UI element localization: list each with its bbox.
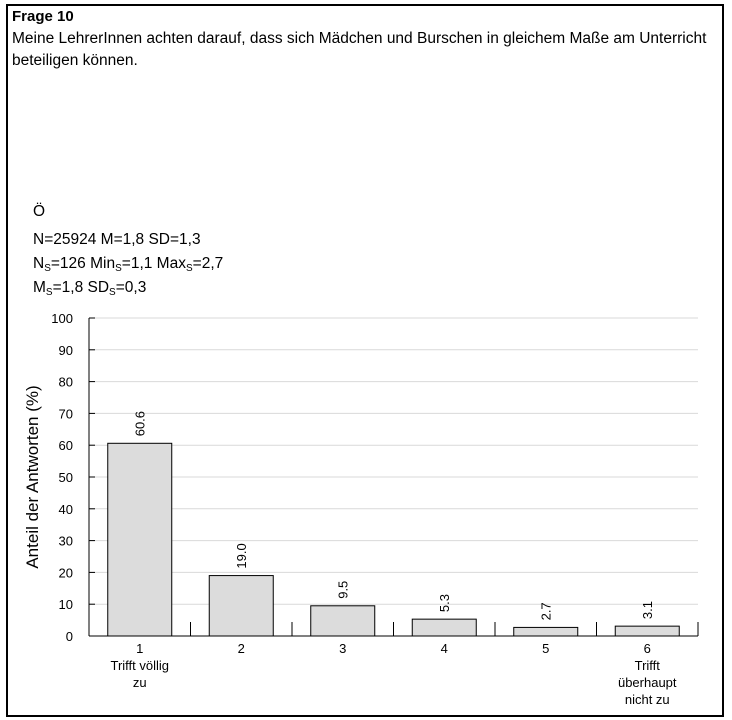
y-tick-label: 90 — [59, 343, 73, 358]
bar-value-label: 19.0 — [234, 543, 249, 568]
ns-sub: S — [44, 263, 51, 274]
chart-frame — [6, 4, 724, 717]
bar-value-label: 9.5 — [336, 581, 351, 599]
bar-value-label: 5.3 — [437, 594, 452, 612]
x-category-sublabel: zu — [133, 675, 147, 690]
x-category-sublabel: Trifft — [635, 658, 661, 673]
x-category-sublabel: nicht zu — [625, 692, 670, 707]
bar — [411, 618, 477, 637]
stats-line-3: MS=1,8 SDS=0,3 — [33, 279, 146, 298]
y-tick-label: 100 — [51, 311, 73, 326]
sds-label: SD — [87, 279, 110, 296]
bar-value-label: 2.7 — [539, 602, 554, 620]
y-axis-label: Anteil der Antworten (%) — [23, 385, 42, 568]
sds-sub: S — [109, 287, 116, 298]
x-category-label: 6 — [644, 641, 651, 656]
x-category-label: 5 — [542, 641, 549, 656]
y-tick-label: 0 — [66, 629, 73, 644]
stats-line-1: N=25924 M=1,8 SD=1,3 — [33, 231, 201, 248]
bar — [310, 605, 376, 637]
x-category-label: 4 — [441, 641, 448, 656]
max-label: Max — [156, 255, 186, 272]
bar — [513, 626, 579, 637]
max-sub: S — [185, 263, 193, 274]
ns-value: =126 — [50, 255, 91, 272]
x-category-label: 3 — [339, 641, 346, 656]
x-category-sublabel: Trifft völlig — [110, 658, 169, 673]
bar — [614, 625, 680, 637]
y-tick-label: 40 — [59, 502, 73, 517]
bar-value-label: 3.1 — [640, 601, 655, 619]
x-category-label: 1 — [136, 641, 143, 656]
y-tick-label: 70 — [59, 406, 73, 421]
max-value: =2,7 — [192, 255, 224, 272]
stats-line-2: NS=126 MinS=1,1 MaxS=2,7 — [33, 255, 223, 274]
question-label: Frage 10 — [12, 8, 74, 25]
min-value: =1,1 — [121, 255, 157, 272]
x-category-label: 2 — [238, 641, 245, 656]
ms-label: M — [33, 279, 46, 296]
y-tick-label: 60 — [59, 438, 73, 453]
min-label: Min — [90, 255, 116, 272]
y-tick-label: 80 — [59, 375, 73, 390]
bar-value-label: 60.6 — [133, 411, 148, 436]
ns-label: N — [33, 255, 45, 272]
x-category-sublabel: überhaupt — [618, 675, 677, 690]
bar — [208, 575, 274, 637]
y-tick-label: 50 — [59, 470, 73, 485]
region-label: Ö — [33, 203, 46, 220]
ms-value: =1,8 — [52, 279, 88, 296]
question-text: Meine LehrerInnen achten darauf, dass si… — [12, 30, 707, 69]
ms-sub: S — [45, 287, 53, 298]
bar — [107, 442, 173, 637]
y-tick-label: 10 — [59, 597, 73, 612]
sds-value: =0,3 — [115, 279, 147, 296]
y-tick-label: 30 — [59, 534, 73, 549]
y-tick-label: 20 — [59, 565, 73, 580]
min-sub: S — [115, 263, 122, 274]
